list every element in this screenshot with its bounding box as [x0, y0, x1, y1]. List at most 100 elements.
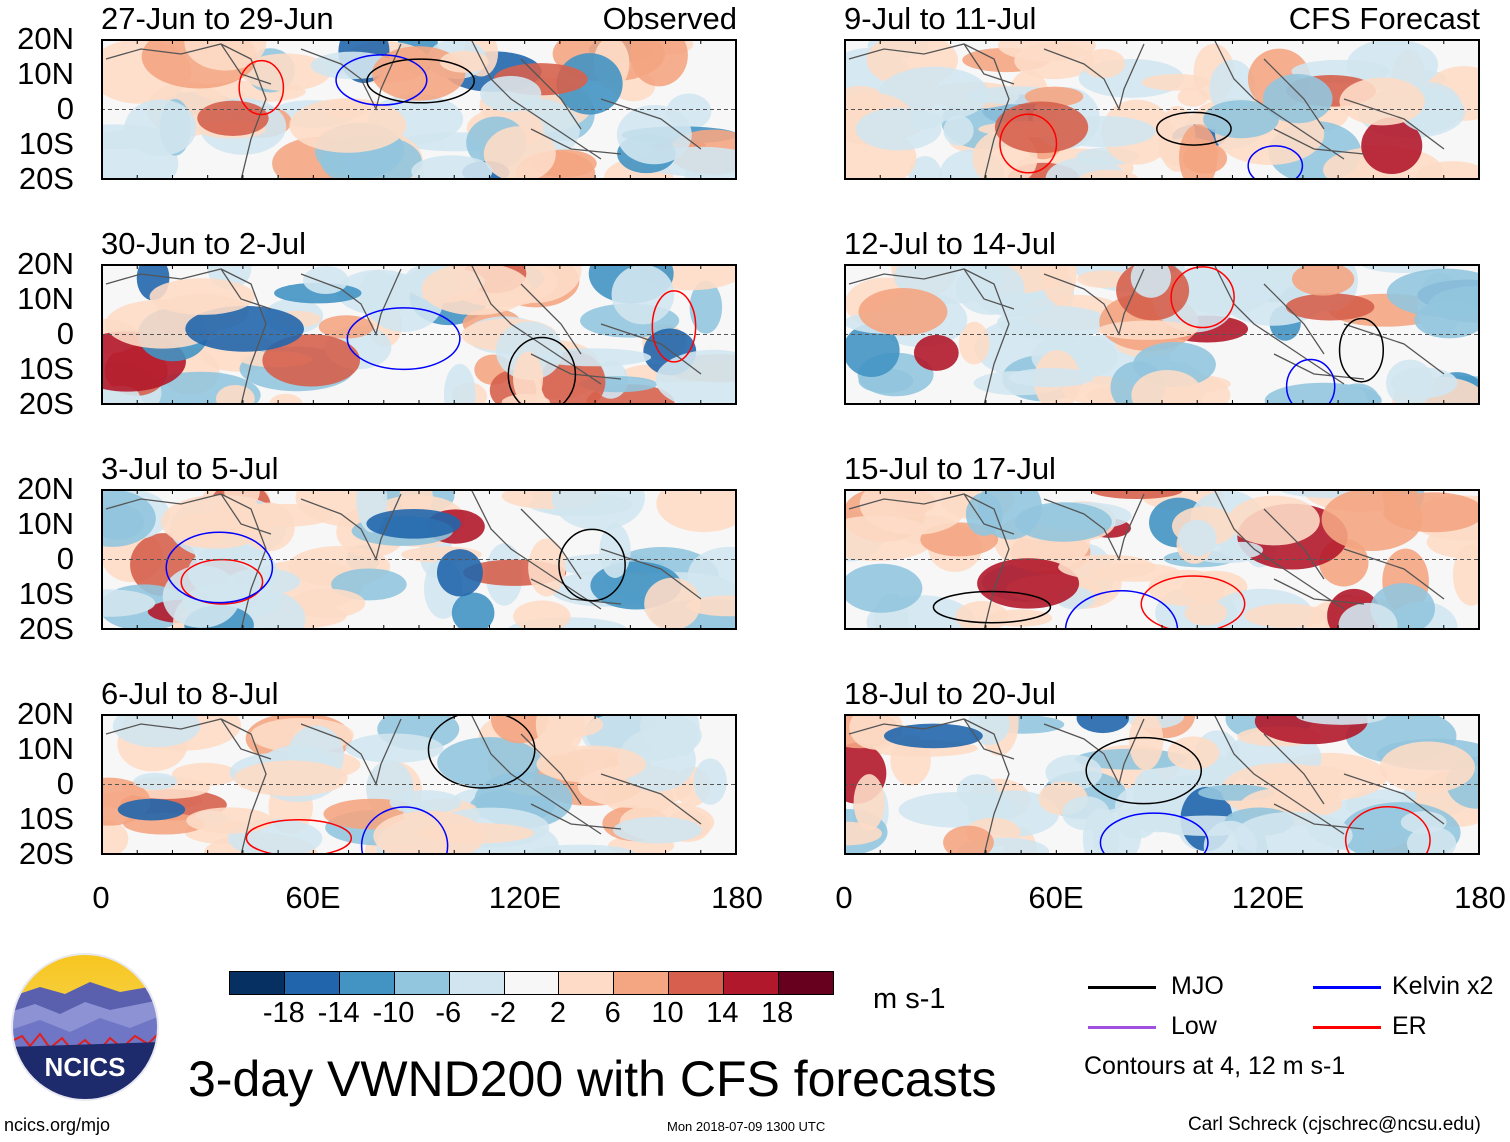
lat-label: 10N: [17, 56, 74, 91]
colorbar-label: 14: [706, 997, 739, 1029]
lat-label: 20S: [18, 161, 74, 196]
colorbar-swatch: [230, 972, 285, 994]
lat-label: 10N: [17, 506, 74, 541]
colorbar-swatch: [284, 972, 340, 994]
legend-kelvin-label: Kelvin x2: [1392, 972, 1494, 1000]
anomaly-shade: [956, 774, 998, 808]
anomaly-shade: [535, 348, 652, 367]
anomaly-shade: [853, 774, 885, 831]
colorbar-units: m s-1: [873, 983, 946, 1015]
anomaly-shade: [1131, 369, 1204, 405]
anomaly-shade: [536, 745, 647, 783]
anomaly-shade: [186, 807, 273, 834]
map-panel-forecast-4: [844, 714, 1480, 855]
lat-label: 20N: [17, 471, 74, 506]
column-label-observed: Observed: [602, 1, 737, 36]
anomaly-shade: [1339, 77, 1425, 126]
anomaly-shade: [551, 489, 645, 531]
wave-contour: [999, 113, 1058, 174]
anomaly-shade: [535, 714, 585, 756]
anomaly-shade: [618, 728, 696, 792]
anomaly-shade: [1386, 359, 1434, 405]
lat-label: 10N: [17, 731, 74, 766]
anomaly-shade: [616, 104, 692, 165]
panel-date-range: 3-Jul to 5-Jul: [101, 451, 279, 486]
legend-low-line: [1088, 1026, 1156, 1029]
anomaly-shade: [101, 820, 129, 855]
anomaly-shade: [237, 503, 334, 527]
anomaly-shade: [644, 577, 701, 630]
anomaly-shade: [373, 810, 486, 855]
logo-text: NCICS: [45, 1052, 126, 1082]
colorbar-label: 2: [549, 997, 566, 1029]
lat-label: 0: [56, 91, 74, 126]
anomaly-shade: [1178, 519, 1217, 557]
lat-label: 20N: [17, 696, 74, 731]
anomaly-shade: [1014, 42, 1095, 80]
anomaly-shade: [1386, 268, 1480, 318]
anomaly-shade: [234, 760, 348, 797]
anomaly-shade: [1184, 600, 1228, 626]
anomaly-shade: [1133, 769, 1165, 813]
anomaly-shade: [630, 39, 688, 87]
anomaly-shade: [184, 39, 267, 71]
anomaly-shade: [965, 492, 1003, 536]
column-label-forecast: CFS Forecast: [1288, 1, 1480, 36]
colorbar-label: 6: [604, 997, 621, 1029]
anomaly-shade: [1234, 811, 1353, 855]
wave-contour: [245, 819, 353, 855]
map-panel-observed-3: [101, 489, 737, 630]
anomaly-shade: [326, 99, 368, 119]
coastline: [105, 489, 702, 630]
wave-contour: [366, 58, 475, 104]
colorbar-swatch: [779, 972, 833, 994]
anomaly-shade: [1296, 714, 1387, 725]
anomaly-shade: [611, 264, 675, 325]
lat-label: 10S: [18, 351, 74, 386]
wave-contour: [238, 59, 285, 116]
anomaly-shade: [908, 156, 942, 180]
colorbar-label: 10: [651, 997, 684, 1029]
lat-label: 20S: [18, 611, 74, 646]
anomaly-shade: [112, 714, 201, 748]
anomaly-shade: [1406, 826, 1457, 855]
anomaly-shade: [1058, 554, 1156, 580]
anomaly-shade: [844, 563, 923, 613]
anomaly-shade: [1079, 169, 1139, 180]
colorbar-swatch: [669, 972, 725, 994]
anomaly-shade: [943, 825, 994, 855]
anomaly-shade: [1076, 714, 1130, 734]
colorbar-label: -18: [262, 997, 305, 1029]
lat-label: 0: [56, 766, 74, 801]
anomaly-shade: [855, 107, 942, 151]
coastline: [105, 39, 702, 180]
anomaly-shade: [844, 821, 883, 846]
lat-label: 10S: [18, 576, 74, 611]
footer-url[interactable]: ncics.org/mjo: [4, 1115, 111, 1135]
anomaly-shade: [411, 155, 493, 180]
anomaly-shade: [1116, 806, 1158, 839]
colorbar-label: -14: [317, 997, 360, 1029]
wave-contour: [165, 531, 274, 604]
wave-contour: [1140, 575, 1246, 630]
wave-contour: [335, 54, 428, 106]
map-panel-observed-4: [101, 714, 737, 855]
anomaly-shade: [483, 126, 556, 180]
colorbar-label: -10: [372, 997, 415, 1029]
colorbar-label: -6: [435, 997, 462, 1029]
anomaly-shade: [883, 723, 983, 749]
wave-contour: [1247, 145, 1304, 180]
anomaly-shade: [451, 592, 495, 630]
anomaly-shade: [101, 504, 145, 540]
anomaly-shade: [171, 513, 228, 548]
anomaly-shade: [1262, 73, 1333, 124]
lon-label: 120E: [1231, 880, 1305, 915]
anomaly-shade: [1177, 87, 1209, 107]
panel-date-range: 9-Jul to 11-Jul: [844, 1, 1037, 36]
anomaly-shade: [1285, 293, 1375, 321]
colorbar-label: 18: [761, 997, 794, 1029]
anomaly-shade: [421, 264, 531, 316]
lon-label: 60E: [1028, 880, 1084, 915]
lat-label: 0: [56, 541, 74, 576]
wave-contour: [1064, 589, 1179, 630]
